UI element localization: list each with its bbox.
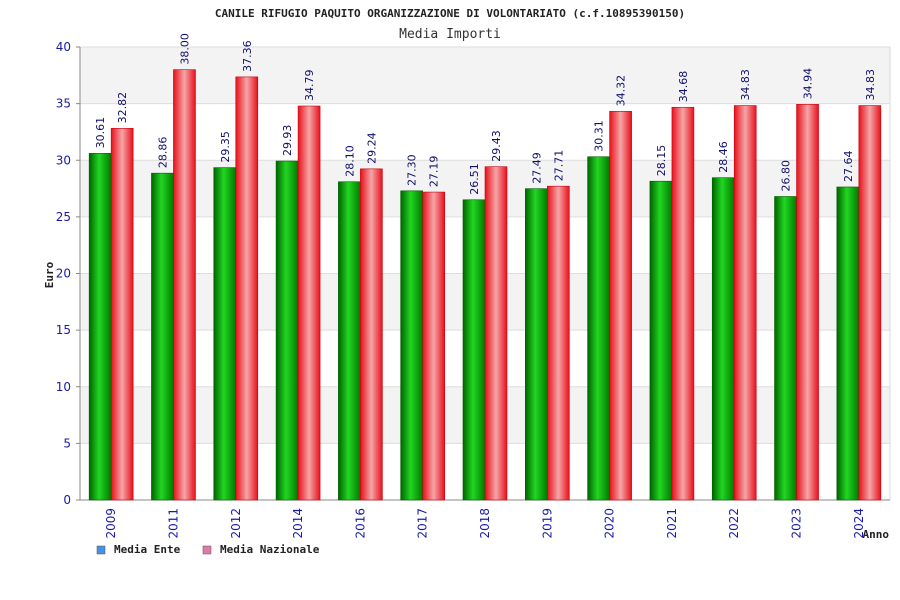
- value-label-media-ente-2009: 30.61: [94, 117, 107, 148]
- x-tick-label-2017: 2017: [416, 508, 430, 539]
- y-axis-label: Euro: [43, 261, 56, 288]
- bar-media-nazionale-2020: [609, 111, 632, 501]
- bar-media-nazionale-2012: [235, 76, 259, 501]
- bar-media-ente-2019: [525, 188, 548, 501]
- value-label-media-ente-2019: 27.49: [530, 152, 543, 184]
- value-label-media-nazionale-2022: 34.83: [739, 69, 752, 101]
- x-tick-label-2023: 2023: [790, 508, 804, 539]
- bar-media-ente-2021: [649, 180, 673, 501]
- y-tick-label: 40: [56, 40, 71, 54]
- bar-media-ente-2024: [836, 186, 860, 501]
- chart-subtitle: Media Importi: [399, 27, 501, 42]
- legend-label-media-ente: Media Ente: [114, 543, 181, 556]
- bar-media-ente-2020: [587, 156, 610, 501]
- value-label-media-nazionale-2011: 38.00: [178, 33, 191, 65]
- value-label-media-nazionale-2018: 29.43: [490, 130, 503, 162]
- bar-media-nazionale-2016: [360, 168, 383, 501]
- x-tick-label-2011: 2011: [166, 508, 180, 539]
- bar-media-nazionale-2021: [671, 106, 695, 501]
- bar-media-nazionale-2019: [547, 185, 570, 501]
- y-tick-label: 0: [63, 493, 71, 507]
- value-label-media-ente-2017: 27.30: [406, 154, 419, 186]
- y-tick-label: 30: [56, 153, 71, 167]
- value-label-media-ente-2022: 28.46: [717, 141, 730, 173]
- bar-media-nazionale-2022: [733, 105, 757, 501]
- value-label-media-ente-2020: 30.31: [593, 120, 606, 152]
- value-label-media-nazionale-2020: 34.32: [615, 75, 628, 107]
- value-label-media-nazionale-2024: 34.83: [864, 69, 877, 101]
- x-tick-label-2016: 2016: [353, 508, 367, 539]
- value-label-media-ente-2014: 29.93: [281, 125, 294, 157]
- bar-media-ente-2012: [213, 167, 237, 501]
- value-label-media-nazionale-2014: 34.79: [303, 70, 316, 102]
- x-tick-label-2014: 2014: [291, 508, 305, 539]
- value-label-media-ente-2016: 28.10: [343, 145, 356, 177]
- chart-title: CANILE RIFUGIO PAQUITO ORGANIZZAZIONE DI…: [215, 7, 685, 20]
- x-tick-label-2022: 2022: [727, 508, 741, 539]
- y-tick-label: 15: [56, 323, 71, 337]
- legend-label-media-nazionale: Media Nazionale: [220, 543, 320, 556]
- bar-media-nazionale-2023: [796, 104, 819, 501]
- x-tick-label-2019: 2019: [540, 508, 554, 539]
- x-tick-label-2009: 2009: [104, 508, 118, 539]
- value-label-media-ente-2023: 26.80: [780, 160, 793, 192]
- value-label-media-ente-2024: 27.64: [842, 150, 855, 182]
- bar-media-nazionale-2009: [110, 128, 134, 501]
- x-axis-ticks: 2009 2011 2012 2014 2016 2017 2018 2019 2020 2021…: [104, 508, 866, 539]
- value-label-media-ente-2021: 28.15: [655, 145, 668, 177]
- legend: Media Ente Media Nazionale: [96, 543, 320, 556]
- y-tick-label: 35: [56, 97, 71, 111]
- value-label-media-nazionale-2012: 37.36: [241, 40, 254, 72]
- y-tick-label: 20: [56, 267, 71, 281]
- bar-media-ente-2011: [151, 172, 174, 501]
- bar-media-ente-2022: [711, 177, 735, 501]
- bar-media-nazionale-2011: [173, 69, 196, 501]
- grid-band: [80, 47, 890, 104]
- bar-media-ente-2016: [338, 181, 361, 501]
- bar-media-ente-2014: [275, 160, 299, 501]
- y-tick-label: 10: [56, 380, 71, 394]
- y-tick-label: 25: [56, 210, 71, 224]
- bars: [88, 69, 882, 501]
- value-label-media-nazionale-2016: 29.24: [365, 132, 378, 164]
- y-tick-label: 5: [63, 436, 71, 450]
- legend-swatch-media-ente: [96, 545, 106, 555]
- x-tick-label-2018: 2018: [478, 508, 492, 539]
- value-label-media-nazionale-2023: 34.94: [802, 68, 815, 100]
- bar-media-nazionale-2014: [297, 105, 321, 501]
- grid-band: [80, 103, 890, 161]
- x-tick-label-2020: 2020: [603, 508, 617, 539]
- bar-media-nazionale-2017: [422, 191, 445, 501]
- bar-media-ente-2017: [400, 190, 423, 501]
- value-labels: 30.61 32.82 28.86 38.00 29.35 37.36 29.93 34.79…: [94, 33, 877, 195]
- bar-media-ente-2009: [88, 153, 112, 501]
- x-tick-label-2024: 2024: [852, 508, 866, 539]
- value-label-media-ente-2011: 28.86: [156, 137, 169, 169]
- x-tick-label-2021: 2021: [665, 508, 679, 539]
- bar-media-ente-2018: [462, 199, 486, 501]
- value-label-media-ente-2018: 26.51: [468, 163, 481, 195]
- value-label-media-nazionale-2019: 27.71: [552, 150, 565, 182]
- bar-media-nazionale-2024: [858, 105, 882, 501]
- value-label-media-nazionale-2017: 27.19: [428, 156, 441, 188]
- x-axis-label: Anno: [863, 528, 890, 541]
- bar-media-nazionale-2018: [484, 166, 508, 501]
- x-tick-label-2012: 2012: [229, 508, 243, 539]
- legend-swatch-media-nazionale: [202, 545, 212, 555]
- value-label-media-nazionale-2021: 34.68: [677, 71, 690, 103]
- value-label-media-nazionale-2009: 32.82: [116, 92, 129, 123]
- value-label-media-ente-2012: 29.35: [219, 131, 232, 163]
- bar-media-ente-2023: [774, 196, 797, 501]
